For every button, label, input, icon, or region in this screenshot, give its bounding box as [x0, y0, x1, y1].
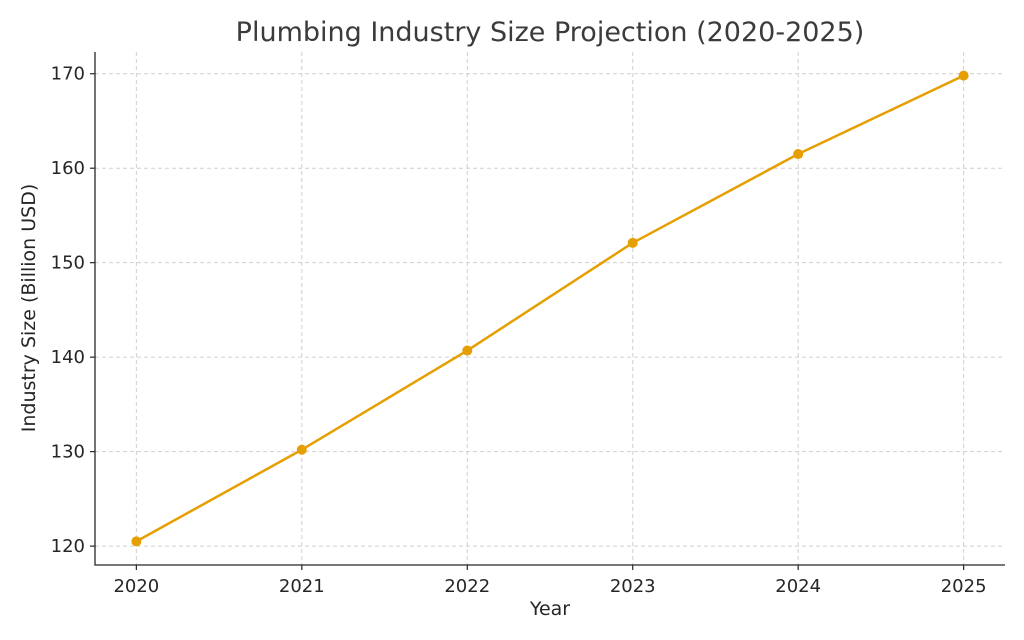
tick-labels: 2020 2021 2022 2023 2024 2025 120 130 140 150 160 1… — [51, 64, 987, 597]
y-tick-label: 120 — [51, 536, 85, 557]
x-tick-label: 2024 — [775, 576, 821, 597]
x-tick-label: 2023 — [610, 576, 656, 597]
series-line — [135, 74, 965, 543]
axes — [90, 52, 1005, 570]
series-layer — [131, 70, 969, 547]
data-point — [627, 237, 638, 248]
y-tick-label: 160 — [51, 158, 85, 179]
y-tick-label: 170 — [51, 64, 85, 85]
data-point — [462, 345, 473, 356]
data-point — [296, 444, 307, 455]
x-tick-label: 2022 — [444, 576, 490, 597]
data-point — [958, 70, 969, 81]
x-tick-label: 2021 — [279, 576, 325, 597]
data-point — [793, 149, 804, 160]
chart-title: Plumbing Industry Size Projection (2020-… — [236, 17, 865, 48]
y-tick-label: 150 — [51, 253, 85, 274]
data-point — [131, 536, 142, 547]
x-axis-label: Year — [529, 598, 570, 620]
x-tick-label: 2025 — [941, 576, 987, 597]
axis-spines — [94, 52, 1005, 566]
y-axis-label: Industry Size (Billion USD) — [18, 184, 40, 433]
y-tick-label: 130 — [51, 442, 85, 463]
x-tick-label: 2020 — [113, 576, 159, 597]
grid — [95, 52, 1005, 565]
y-tick-label: 140 — [51, 347, 85, 368]
